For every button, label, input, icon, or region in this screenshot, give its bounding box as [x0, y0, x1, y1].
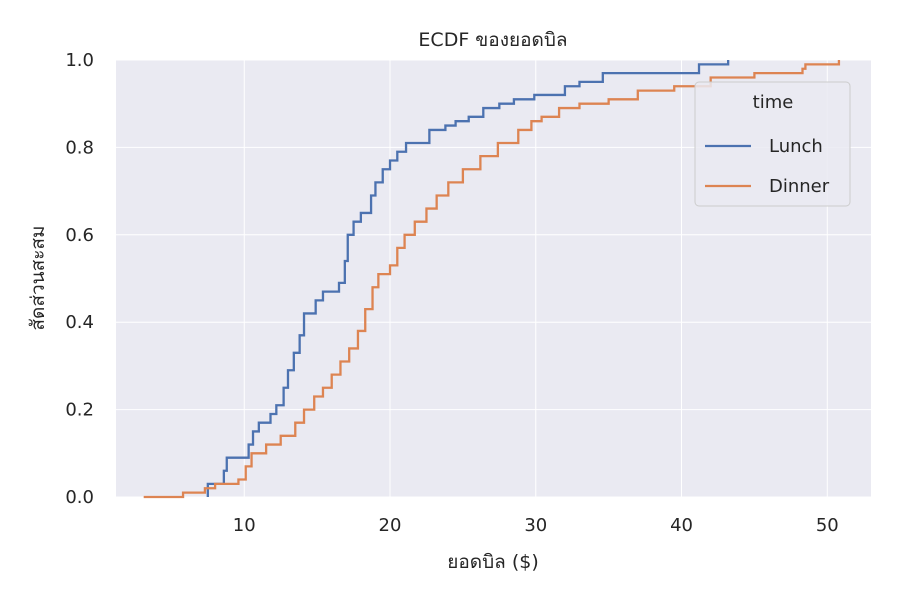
- legend-label-dinner: Dinner: [769, 176, 830, 197]
- x-axis-label: ยอดบิล ($): [447, 551, 539, 573]
- ecdf-line-lunch: [206, 60, 730, 497]
- legend: time Lunch Dinner: [694, 81, 851, 207]
- x-tick-label: 10: [233, 515, 256, 536]
- y-axis-ticks: 0.0 0.2 0.4 0.6 0.8 1.0: [65, 50, 94, 508]
- x-tick-label: 30: [524, 515, 547, 536]
- x-axis-ticks: 10 20 30 40 50: [233, 515, 839, 536]
- y-tick-label: 0.2: [65, 400, 94, 421]
- y-tick-label: 0.6: [65, 225, 94, 246]
- x-tick-label: 40: [670, 515, 693, 536]
- y-tick-label: 0.0: [65, 487, 94, 508]
- x-tick-label: 20: [379, 515, 402, 536]
- legend-box: [694, 81, 851, 207]
- y-tick-label: 0.4: [65, 312, 94, 333]
- legend-title: time: [753, 92, 794, 113]
- legend-label-lunch: Lunch: [769, 136, 823, 157]
- chart-title: ECDF ของยอดบิล: [418, 29, 567, 51]
- y-axis-label: สัดส่วนสะสม: [27, 225, 49, 330]
- x-tick-label: 50: [816, 515, 839, 536]
- y-tick-label: 0.8: [65, 137, 94, 158]
- series-layer: [143, 60, 841, 499]
- ecdf-line-dinner: [143, 60, 841, 499]
- y-tick-label: 1.0: [65, 50, 94, 71]
